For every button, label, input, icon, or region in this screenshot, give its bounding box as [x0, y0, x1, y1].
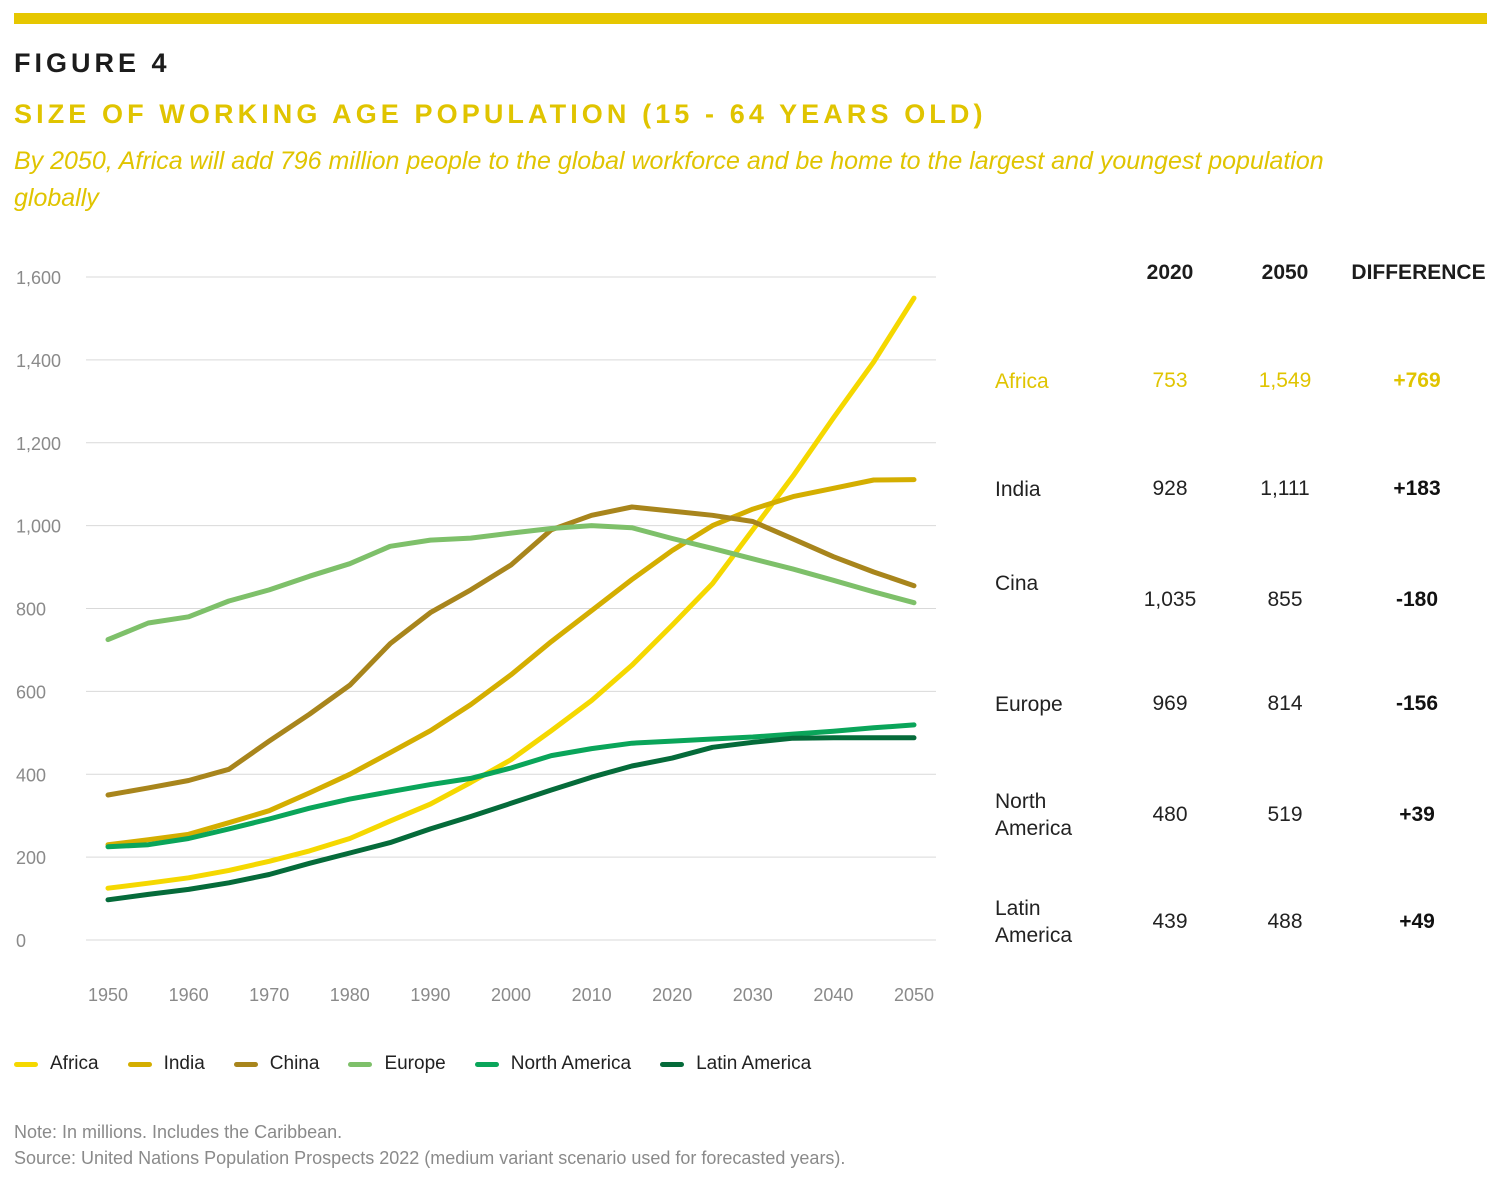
line-chart: 0 200 400 600 800 1,000 1,200 1,400 1,600 1950 196… — [16, 268, 936, 1005]
row-name: North America — [995, 790, 1073, 840]
legend-item: Africa — [14, 1053, 99, 1075]
legend-item: Latin America — [660, 1053, 811, 1075]
legend-item: China — [233, 1053, 320, 1075]
legend-swatch — [127, 1061, 152, 1067]
value-2020: 1,035 — [1143, 588, 1197, 611]
legend-item: North America — [474, 1053, 632, 1075]
legend-label: China — [269, 1053, 320, 1074]
legend-label: North America — [510, 1053, 632, 1074]
row-name: Cina — [995, 572, 1039, 595]
y-tick-label: 1,200 — [16, 434, 61, 454]
legend-swatch — [348, 1061, 373, 1067]
legend-swatch — [660, 1061, 685, 1067]
y-tick-label: 800 — [16, 600, 46, 620]
table-row: North America 480 519 +39 — [995, 785, 1495, 845]
series-line-india — [105, 477, 917, 848]
series-line-china — [105, 504, 917, 798]
chart-title: SIZE OF WORKING AGE POPULATION (15 - 64 … — [14, 99, 987, 129]
legend-label: Africa — [50, 1053, 99, 1074]
value-2020: 969 — [1152, 692, 1188, 715]
y-tick-label: 1,000 — [16, 517, 61, 537]
legend-label: Latin America — [696, 1053, 812, 1074]
table-row: India 928 1,111 +183 — [995, 459, 1495, 519]
row-name: India — [995, 478, 1041, 501]
row-name: Africa — [995, 370, 1049, 393]
legend-swatch — [474, 1061, 499, 1067]
value-2050: 814 — [1267, 692, 1303, 715]
legend-item: India — [127, 1053, 205, 1075]
value-2020: 753 — [1152, 369, 1188, 392]
x-tick-label: 1970 — [249, 985, 289, 1005]
top-accent-bar — [14, 13, 1487, 24]
chart-subtitle: By 2050, Africa will add 796 million peo… — [14, 147, 1324, 212]
x-tick-label: 1980 — [330, 985, 370, 1005]
series-line-europe — [105, 523, 917, 643]
table-row: Cina 1,035 855 -180 — [995, 570, 1495, 630]
table-row: Europe 969 814 -156 — [995, 674, 1495, 734]
series-line-north-america — [105, 722, 917, 850]
table-header-difference: DIFFERENCE — [1351, 261, 1486, 284]
y-tick-label: 200 — [16, 848, 46, 868]
x-tick-label: 2010 — [572, 985, 612, 1005]
value-difference: -156 — [1395, 692, 1439, 715]
source-text: Source: United Nations Population Prospe… — [14, 1148, 846, 1168]
series-line-africa — [105, 295, 917, 891]
value-difference: +49 — [1399, 910, 1435, 933]
legend-label: Europe — [384, 1053, 446, 1074]
x-tick-label: 1950 — [88, 985, 128, 1005]
row-name: Europe — [995, 693, 1063, 716]
x-tick-label: 2000 — [491, 985, 531, 1005]
legend-swatch — [14, 1061, 38, 1067]
legend-label: India — [163, 1053, 205, 1074]
value-2050: 488 — [1267, 910, 1303, 933]
legend-item: Europe — [348, 1053, 446, 1075]
value-2050: 519 — [1267, 803, 1303, 826]
y-tick-label: 600 — [16, 682, 46, 702]
y-tick-label: 400 — [16, 765, 46, 785]
table-row: Africa 753 1,549 +769 — [995, 351, 1495, 411]
series-line-latin-america — [105, 735, 917, 903]
row-name: Latin America — [995, 897, 1073, 947]
value-difference: +39 — [1399, 803, 1435, 826]
x-tick-label: 2050 — [894, 985, 934, 1005]
table-header-2050: 2050 — [1261, 261, 1309, 284]
y-tick-label: 1,600 — [16, 268, 61, 288]
figure-label: FIGURE 4 — [14, 48, 171, 78]
value-2020: 480 — [1152, 803, 1188, 826]
value-2050: 855 — [1267, 588, 1303, 611]
x-tick-label: 2030 — [733, 985, 773, 1005]
value-difference: +769 — [1393, 369, 1441, 392]
value-2020: 928 — [1152, 477, 1188, 500]
table-header-2020: 2020 — [1146, 261, 1194, 284]
value-difference: +183 — [1393, 477, 1441, 500]
value-2050: 1,111 — [1260, 477, 1310, 500]
x-tick-label: 1960 — [169, 985, 209, 1005]
chart-legend: Africa India China Europe North America Latin… — [14, 1053, 840, 1075]
value-2050: 1,549 — [1258, 369, 1312, 392]
x-tick-label: 2040 — [813, 985, 853, 1005]
value-2020: 439 — [1152, 910, 1188, 933]
footnotes: Note: In millions. Includes the Caribbea… — [14, 1119, 845, 1171]
y-tick-label: 1,400 — [16, 351, 61, 371]
x-tick-label: 1990 — [410, 985, 450, 1005]
note-text: Note: In millions. Includes the Caribbea… — [14, 1122, 343, 1142]
y-tick-label: 0 — [16, 931, 26, 951]
legend-swatch — [233, 1061, 258, 1067]
x-tick-label: 2020 — [652, 985, 692, 1005]
table-row: Latin America 439 488 +49 — [995, 892, 1495, 952]
value-difference: -180 — [1395, 588, 1439, 611]
